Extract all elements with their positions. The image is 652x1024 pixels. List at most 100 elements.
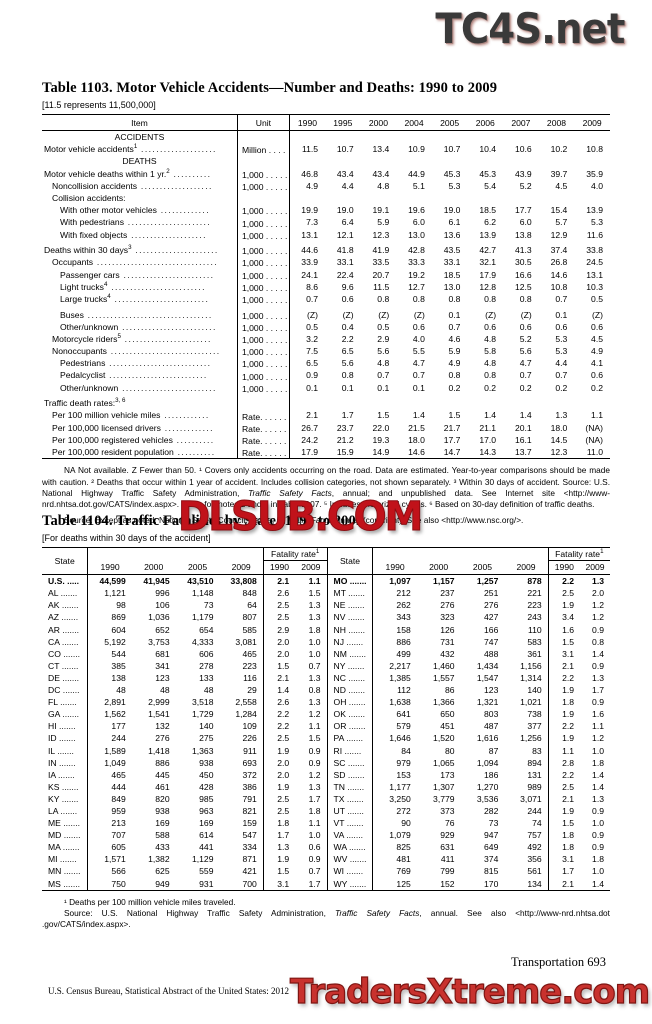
state-label: DE ....... [48, 672, 80, 683]
fatalities-cell: 428 [199, 781, 214, 792]
data-cell: 0.6 [555, 321, 568, 332]
data-cell: 13.8 [514, 229, 532, 240]
fatalities-cell: 33,808 [219, 574, 264, 588]
data-cell: 4.8 [484, 333, 497, 344]
state-label: NC ....... [326, 671, 373, 684]
data-cell: 10.4 [479, 144, 497, 155]
data-cell: 0.2 [555, 382, 568, 393]
leader-dots: ......................... [107, 281, 206, 292]
fatalities-cell: 700 [219, 877, 264, 891]
data-cell: 14.6 [396, 445, 432, 460]
data-cell: 5.2 [519, 333, 532, 344]
fatalities-cell: 237 [440, 588, 455, 599]
fatality-rate-cell: 1.8 [547, 829, 581, 842]
fatality-rate-cell: 1.9 [262, 780, 296, 793]
fatality-rate-cell: 1.5 [262, 659, 296, 672]
fatalities-cell: 76 [445, 818, 455, 829]
data-cell [288, 393, 326, 410]
fatalities-cell: 132 [155, 721, 170, 732]
data-cell: 45.3 [443, 168, 461, 179]
fatalities-cell: 605 [87, 841, 132, 854]
data-cell: 0.7 [555, 370, 568, 381]
state-label: MD ....... [48, 830, 81, 841]
row-unit [236, 393, 290, 410]
row-label: Noncollision accidents .................… [52, 180, 213, 191]
fatalities-cell: 445 [155, 769, 170, 780]
fatalities-cell: 243 [527, 612, 542, 623]
fatalities-cell: 614 [199, 830, 214, 841]
fatality-rate-cell: 2.2 [547, 574, 581, 588]
fatalities-cell: 807 [242, 612, 257, 623]
state-label: NH ....... [326, 623, 373, 636]
fatalities-cell: 451 [440, 721, 455, 732]
leader-dots: ...................... [131, 245, 219, 256]
table-1104: State Fatality rate1 State Fatality rate… [42, 546, 610, 891]
rcol-2000: 2000 [416, 560, 461, 576]
data-cell [574, 192, 610, 204]
rrate-1990: 1990 [547, 560, 581, 576]
table-1103-row: Light trucks4 ......................... 1… [42, 280, 610, 293]
table-1103-row: Other/unknown ......................... 1… [42, 381, 610, 394]
row-label: With pedestrians ...................... [60, 217, 212, 228]
fatality-rate-cell: 1.2 [308, 769, 321, 780]
table-1104-row: IN ....... 1,049 886 938 693 2.0 0.9 SC .......… [42, 756, 610, 769]
table-1104-row: IA ....... 465 445 450 372 2.0 1.2 SD ....... 15… [42, 768, 610, 781]
row-unit: 1,000 . . . . . [236, 240, 290, 257]
data-cell: 17.9 [479, 269, 497, 280]
fatality-rate-cell: 1.8 [262, 817, 296, 830]
fatality-rate-cell: 1.3 [308, 612, 321, 623]
fatalities-cell: 276 [155, 733, 170, 744]
data-cell: 5.9 [448, 346, 461, 357]
col-header-1990: 1990 [288, 114, 326, 131]
fatalities-cell: 1,314 [520, 672, 542, 683]
data-cell: 13.9 [479, 229, 497, 240]
rcol-1990: 1990 [372, 560, 417, 576]
fatalities-cell: 1,571 [87, 853, 132, 866]
fatalities-cell: 871 [242, 854, 257, 865]
data-cell: 0.7 [519, 370, 532, 381]
source-paragraph: Source: Except as noted, National Safety… [42, 515, 610, 526]
fatality-rate-cell: 2.5 [547, 780, 581, 793]
table-1103-row: Passenger cars ........................ 1… [42, 268, 610, 281]
data-cell: 24.1 [288, 268, 326, 281]
fatalities-cell: 465 [87, 768, 132, 781]
fatalities-cell: 1,179 [191, 612, 214, 623]
table-1103-title: Table 1103. Motor Vehicle Accidents—Numb… [42, 80, 498, 96]
fatalities-cell: 444 [87, 780, 132, 793]
fatality-rate-cell: 1.4 [592, 648, 604, 659]
fatalities-cell: 221 [527, 588, 542, 599]
data-cell: 26.8 [550, 257, 568, 268]
fatalities-cell: 769 [372, 865, 417, 878]
state-label: ME ....... [48, 818, 80, 829]
col-header-2005: 2005 [431, 114, 468, 131]
table-1103-row: Motorcycle riders5 .....................… [42, 332, 610, 345]
table-1103-row: Deaths within 30 days3 .................… [42, 240, 610, 257]
fatalities-cell: 1,520 [433, 733, 455, 744]
state-label: MT ....... [326, 587, 373, 600]
fatality-rate-cell: 2.1 [547, 659, 581, 672]
fatalities-cell: 693 [242, 757, 257, 768]
data-cell: 0.8 [484, 293, 497, 304]
fatality-rate-cell: 1.0 [308, 636, 321, 647]
table-1104-row: MD ....... 707 588 614 547 1.7 1.0 VA ....... 1,… [42, 829, 610, 842]
leader-dots: .......................... [105, 370, 208, 381]
data-cell: 33.3 [408, 257, 425, 268]
table-1103-row: Per 100,000 resident population ........… [42, 445, 610, 460]
fatalities-cell: 996 [155, 588, 170, 599]
fatalities-cell: 177 [87, 720, 132, 733]
lcol-1990: 1990 [87, 560, 132, 576]
state-label: MA ....... [48, 842, 80, 853]
state-label: WY ....... [326, 877, 373, 891]
state-label: NY ....... [326, 659, 373, 672]
state-label: NV ....... [326, 611, 373, 624]
fatalities-cell: 1,541 [148, 709, 170, 720]
source-text-post: , annual (copyright). See also <http://w… [331, 514, 524, 525]
row-unit: Million . . . . [236, 143, 290, 156]
fatalities-cell: 2,999 [148, 697, 170, 708]
table-1103: Item Unit 1990 1995 2000 2004 2005 2006 … [42, 114, 610, 460]
state-label: NJ ....... [326, 635, 373, 648]
fatalities-cell: 169 [155, 818, 170, 829]
fatality-rate-cell: 2.6 [262, 587, 296, 600]
fatalities-cell: 41,945 [131, 574, 176, 588]
fatalities-cell: 499 [372, 647, 417, 660]
